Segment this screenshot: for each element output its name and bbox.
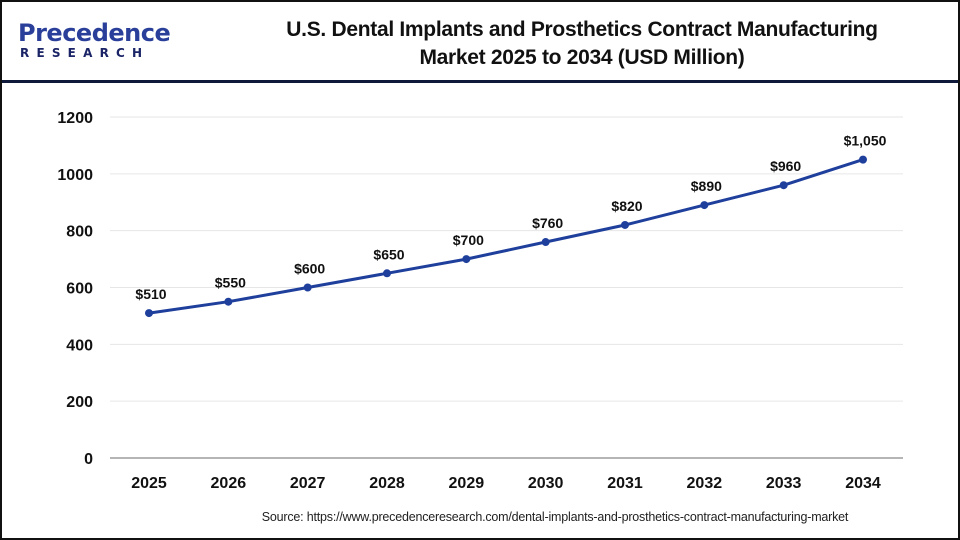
title-line-2: Market 2025 to 2034 (USD Million): [419, 46, 745, 69]
data-label: $1,050: [844, 133, 887, 149]
data-point: [383, 269, 391, 278]
data-label: $600: [294, 261, 325, 277]
data-label: $760: [532, 215, 563, 231]
data-label: $820: [611, 198, 642, 214]
data-point: [303, 283, 312, 292]
y-tick-label: 0: [84, 451, 93, 468]
x-tick-label: 2034: [845, 475, 881, 492]
data-labels: $510 $550 $600 $650 $700 $760 $820 $890 $960 $1,0…: [135, 133, 886, 302]
x-tick-label: 2027: [290, 475, 326, 492]
x-tick-label: 2026: [211, 475, 247, 492]
x-tick-label: 2028: [369, 475, 405, 492]
series-line: [148, 158, 864, 315]
logo-sub-text: RESEARCH: [20, 46, 150, 60]
y-tick-label: 600: [66, 281, 93, 298]
data-point: [462, 255, 471, 264]
data-label: $890: [691, 178, 722, 194]
title-line-1: U.S. Dental Implants and Prosthetics Con…: [286, 18, 878, 41]
data-point: [700, 201, 709, 210]
y-tick-label: 1000: [57, 167, 93, 184]
data-label: $550: [215, 275, 246, 291]
y-tick-label: 1200: [57, 110, 93, 127]
data-label: $960: [770, 158, 801, 174]
y-tick-label: 200: [66, 394, 93, 411]
x-tick-label: 2025: [131, 475, 167, 492]
y-axis-ticks: 0 200 400 600 800 1000 1200: [57, 110, 93, 468]
x-tick-label: 2031: [607, 475, 643, 492]
y-tick-label: 400: [66, 337, 93, 354]
data-point: [779, 181, 788, 190]
data-label: $650: [373, 246, 404, 262]
data-point: [621, 220, 629, 229]
chart-title: U.S. Dental Implants and Prosthetics Con…: [212, 16, 952, 72]
data-points: [145, 155, 867, 318]
x-axis-ticks: 2025 2026 2027 2028 2029 2030 2031 2032 2033 2034: [131, 475, 881, 492]
data-point: [859, 155, 867, 164]
data-label: $700: [453, 232, 484, 248]
logo-main-text: Precedence: [18, 19, 171, 47]
x-tick-label: 2030: [528, 475, 564, 492]
data-point: [145, 309, 153, 318]
x-tick-label: 2029: [449, 475, 485, 492]
data-point: [541, 238, 550, 247]
x-tick-label: 2033: [766, 475, 802, 492]
gridlines: [110, 116, 903, 402]
data-label: $510: [135, 286, 166, 302]
x-tick-label: 2032: [687, 475, 723, 492]
header: Precedence RESEARCH U.S. Dental Implants…: [2, 2, 958, 83]
source-note: Source: https://www.precedenceresearch.c…: [261, 510, 849, 524]
y-tick-label: 800: [66, 224, 93, 241]
data-point: [224, 297, 233, 306]
precedence-research-logo: Precedence RESEARCH: [18, 19, 171, 64]
